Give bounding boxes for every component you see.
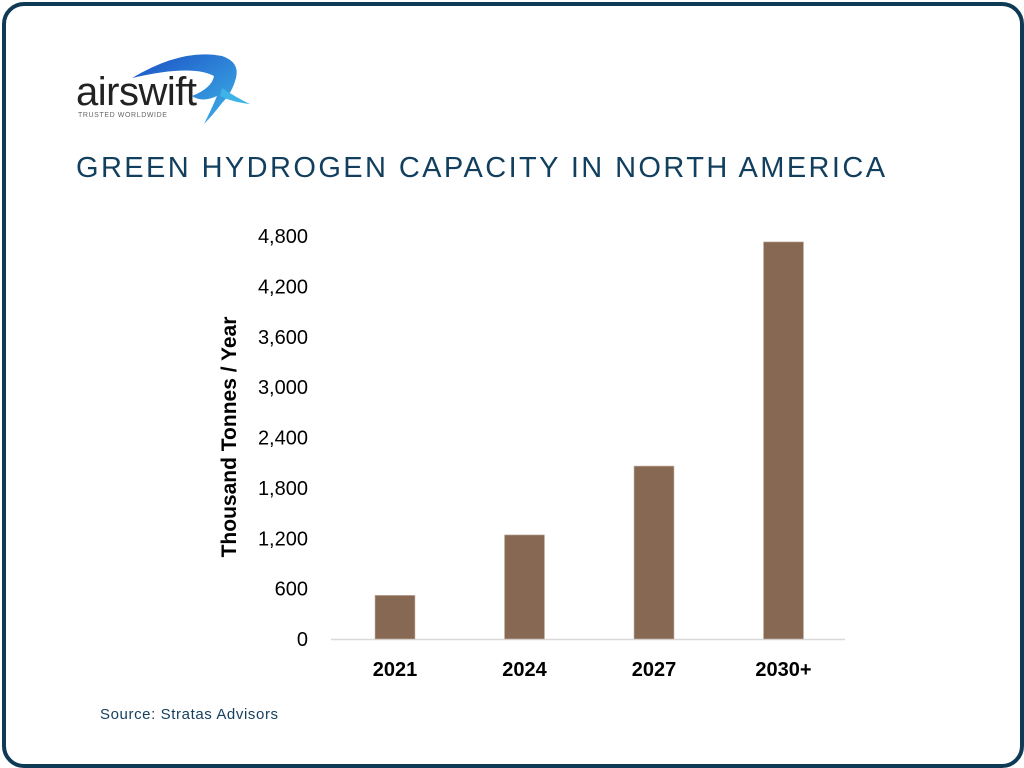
y-tick-label: 600 xyxy=(275,579,308,601)
y-axis-title: Thousand Tonnes / Year xyxy=(218,317,241,558)
y-tick-label: 1,800 xyxy=(258,478,308,500)
x-tick-label: 2021 xyxy=(373,659,418,681)
y-tick-label: 0 xyxy=(297,629,308,651)
x-tick-label: 2027 xyxy=(632,659,677,681)
airswift-logo: airswift TRUSTED WORLDWIDE xyxy=(72,48,262,128)
source-note: Source: Stratas Advisors xyxy=(100,706,279,723)
bar-2030+ xyxy=(763,241,804,640)
x-tick-label: 2030+ xyxy=(755,659,811,681)
bar-2021 xyxy=(374,595,416,640)
page-title: GREEN HYDROGEN CAPACITY IN NORTH AMERICA xyxy=(76,152,888,184)
bar-2024 xyxy=(504,534,545,640)
x-tick-label: 2024 xyxy=(502,659,547,681)
swift-bird-icon xyxy=(132,54,250,124)
y-tick-label: 3,000 xyxy=(258,377,308,399)
logo-wordmark: airswift xyxy=(76,70,197,114)
y-tick-label: 4,800 xyxy=(258,226,308,248)
y-tick-label: 4,200 xyxy=(258,276,308,298)
y-tick-label: 1,200 xyxy=(258,528,308,550)
logo-tagline: TRUSTED WORLDWIDE xyxy=(78,112,168,119)
bar-2027 xyxy=(633,465,675,640)
y-tick-label: 2,400 xyxy=(258,428,308,450)
y-tick-label: 3,600 xyxy=(258,327,308,349)
